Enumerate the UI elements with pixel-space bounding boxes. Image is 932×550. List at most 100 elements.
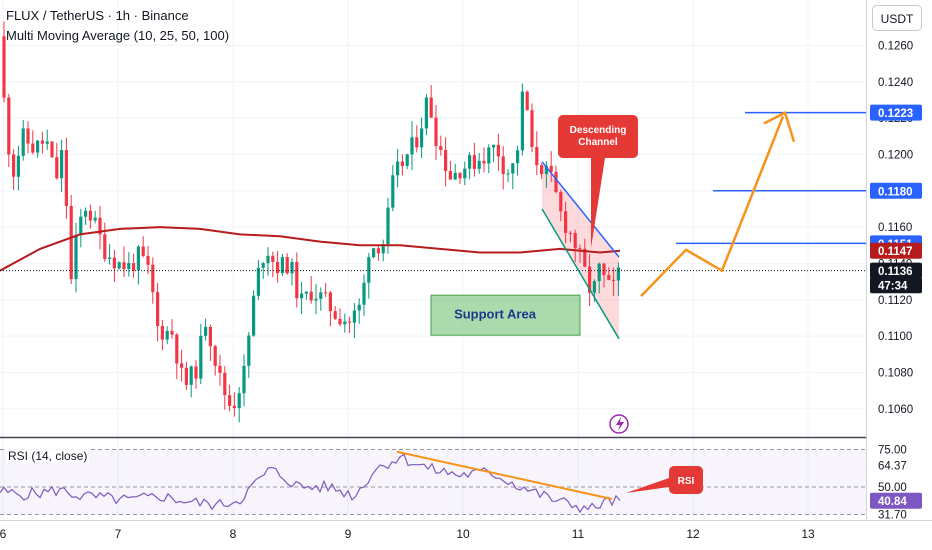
- candle-body: [31, 143, 35, 153]
- rsi-tick: 50.00: [878, 482, 907, 494]
- rsi-value: 64.37: [878, 460, 907, 472]
- candle-body: [141, 246, 145, 256]
- candle-body: [420, 128, 424, 148]
- price-label-box: [870, 182, 922, 199]
- candle-body: [530, 110, 534, 147]
- candle-body: [376, 248, 380, 254]
- price-tick: 0.1200: [878, 149, 913, 161]
- candle-body: [482, 160, 486, 164]
- candle-body: [578, 248, 582, 250]
- candle-body: [333, 311, 337, 319]
- candle-body: [472, 155, 476, 169]
- candle-body: [218, 365, 222, 373]
- lightning-icon-bolt: [616, 417, 624, 431]
- candle-body: [290, 262, 294, 274]
- candle-body: [261, 263, 265, 268]
- candle-body: [607, 275, 611, 280]
- candle-body: [391, 175, 395, 208]
- candle-body: [477, 160, 481, 169]
- candle-body: [362, 282, 366, 305]
- candle-body: [165, 330, 169, 340]
- candle-body: [26, 128, 30, 144]
- candle-body: [516, 150, 520, 164]
- price-label: 0.1180: [878, 186, 913, 198]
- candle-body: [60, 150, 64, 179]
- candle-body: [501, 156, 505, 175]
- candle-body: [276, 261, 280, 274]
- candle-body: [252, 295, 256, 336]
- lightning-icon: [609, 414, 629, 434]
- candle-body: [64, 150, 68, 206]
- projection-arrow-head: [763, 111, 796, 143]
- candle-body: [496, 144, 500, 157]
- candle-body: [535, 146, 539, 166]
- candle-body: [7, 97, 11, 155]
- candle-body: [444, 149, 448, 171]
- projection-arrow: [640, 115, 785, 297]
- time-tick: 9: [345, 527, 352, 541]
- rsi-title: RSI (14, close): [6, 449, 90, 463]
- candle-body: [463, 168, 467, 179]
- candle-body: [367, 257, 371, 283]
- time-tick: 6: [0, 527, 7, 541]
- candle-body: [194, 366, 198, 379]
- candle-body: [117, 262, 121, 269]
- ma-line: [0, 226, 621, 272]
- price-label: 0.1223: [878, 108, 913, 120]
- candle-body: [319, 292, 323, 299]
- candle-body: [213, 346, 217, 366]
- rsi-callout: [626, 466, 703, 494]
- candle-body: [525, 91, 529, 111]
- candle-body: [88, 210, 92, 221]
- callout-label: Descending: [570, 125, 627, 136]
- candle-body: [170, 330, 174, 335]
- candle-body: [520, 91, 524, 151]
- price-label-box: [870, 262, 922, 279]
- candle-body: [112, 257, 116, 269]
- usdt-button[interactable]: USDT: [872, 5, 922, 31]
- candle-body: [151, 264, 155, 293]
- candle-body: [559, 192, 563, 212]
- time-axis: 6 7 8 9 10 11 12 13: [0, 527, 815, 541]
- candle-body: [132, 263, 136, 271]
- candle-body: [79, 216, 83, 236]
- candle-body: [597, 263, 601, 282]
- price-label: 0.1147: [878, 246, 913, 258]
- descending-channel-callout: [558, 115, 638, 248]
- price-label-box: [870, 104, 922, 121]
- price-tick: 0.1060: [878, 404, 913, 416]
- candle-body: [468, 155, 472, 169]
- candle-body: [410, 137, 414, 155]
- price-label-box: [870, 277, 922, 294]
- time-tick: 12: [686, 527, 700, 541]
- candle-body: [36, 140, 40, 153]
- candle-body: [2, 36, 6, 98]
- candle-body: [549, 165, 553, 172]
- candle-body: [156, 292, 160, 327]
- candle-body: [304, 291, 308, 294]
- candle-body: [12, 154, 16, 177]
- support-area-label: Support Area: [454, 306, 537, 321]
- candle-body: [69, 205, 73, 280]
- candle-body: [271, 255, 275, 262]
- candle-body: [40, 140, 44, 144]
- candle-body: [50, 141, 54, 158]
- rsi-tick: 75.00: [878, 445, 907, 457]
- chart-title: FLUX / TetherUS · 1h · Binance: [6, 8, 189, 23]
- candle-body: [564, 211, 568, 233]
- candle-body: [511, 163, 515, 174]
- candle-body: [554, 171, 558, 193]
- candle-body: [300, 293, 304, 299]
- candle-body: [256, 267, 260, 296]
- candle-body: [540, 165, 544, 175]
- candle-body: [295, 262, 299, 299]
- channel-upper-line: [541, 161, 620, 258]
- candle-body: [21, 128, 25, 156]
- candle-body: [396, 161, 400, 176]
- time-tick: 7: [115, 527, 122, 541]
- rsi-line: [0, 453, 621, 514]
- candle-body: [208, 326, 212, 347]
